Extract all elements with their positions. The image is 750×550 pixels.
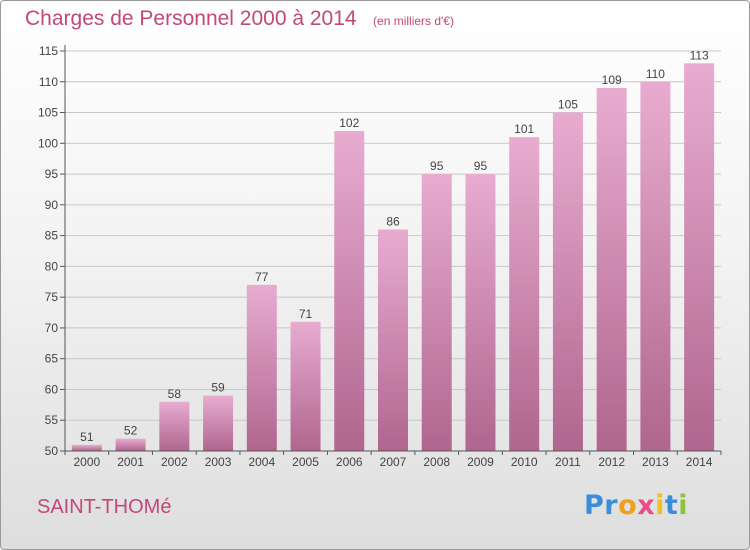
y-tick-label: 85	[45, 229, 59, 243]
x-tick-label: 2002	[161, 455, 188, 469]
y-tick-label: 100	[38, 136, 58, 150]
x-tick-label: 2006	[336, 455, 363, 469]
commune-name: SAINT-THOMé	[37, 496, 172, 518]
bar	[421, 174, 452, 452]
y-tick-label: 70	[45, 321, 59, 335]
x-tick-label: 2008	[423, 455, 450, 469]
bar	[246, 284, 277, 451]
bar	[290, 321, 321, 451]
x-tick-label: 2009	[467, 455, 494, 469]
y-tick-label: 50	[45, 444, 59, 458]
logo-letter: x	[637, 490, 656, 521]
data-label: 58	[168, 387, 182, 401]
x-tick-label: 2012	[598, 455, 625, 469]
y-tick-label: 95	[45, 167, 59, 181]
data-label: 113	[690, 48, 709, 62]
data-label: 51	[80, 430, 94, 444]
x-tick-label: 2005	[292, 455, 319, 469]
x-tick-label: 2007	[380, 455, 407, 469]
data-label: 95	[430, 159, 444, 173]
data-label: 95	[474, 159, 488, 173]
bar	[159, 401, 190, 451]
data-label: 105	[558, 98, 578, 112]
y-tick-label: 55	[45, 413, 59, 427]
y-tick-label: 65	[45, 352, 59, 366]
x-tick-label: 2000	[74, 455, 101, 469]
data-label: 109	[602, 73, 622, 87]
chart-subtitle: (en milliers d'€)	[373, 14, 455, 28]
data-label: 110	[646, 67, 665, 81]
logo-letter: r	[604, 490, 619, 521]
bar	[115, 438, 146, 451]
data-label: 102	[339, 116, 359, 130]
data-label: 86	[386, 214, 400, 228]
bar	[509, 137, 540, 451]
logo-letter: o	[618, 490, 638, 521]
y-tick-label: 115	[39, 44, 58, 58]
bar	[552, 112, 583, 452]
bar	[378, 229, 408, 451]
bar	[334, 131, 365, 451]
bar	[465, 174, 496, 452]
x-tick-label: 2004	[248, 455, 275, 469]
x-tick-label: 2010	[511, 455, 538, 469]
bar	[71, 444, 102, 451]
y-tick-label: 80	[45, 259, 59, 273]
x-tick-label: 2003	[205, 455, 232, 469]
logo-letter: i	[678, 490, 689, 521]
data-label: 59	[211, 381, 225, 395]
bar	[640, 81, 671, 452]
y-tick-label: 90	[45, 198, 59, 212]
x-tick-label: 2001	[117, 455, 144, 469]
x-tick-label: 2011	[555, 455, 581, 469]
y-tick-label: 75	[45, 290, 59, 304]
y-tick-label: 110	[39, 75, 58, 89]
y-tick-label: 60	[45, 382, 59, 396]
bar	[596, 87, 627, 451]
bar	[203, 395, 234, 451]
x-tick-label: 2013	[642, 455, 669, 469]
logo-letter: P	[584, 490, 605, 521]
title-row: Charges de Personnel 2000 à 2014 (en mil…	[25, 7, 454, 31]
data-label: 101	[514, 122, 534, 136]
y-tick-label: 105	[38, 106, 58, 120]
data-label: 71	[299, 307, 313, 321]
proxiti-logo: Proxiti	[584, 490, 688, 521]
chart-title: Charges de Personnel 2000 à 2014	[25, 7, 357, 30]
logo-letter: i	[655, 490, 665, 521]
data-label: 77	[255, 270, 269, 284]
logo-letter: t	[664, 490, 679, 521]
bar	[684, 63, 715, 452]
x-tick-label: 2014	[686, 455, 713, 469]
data-label: 52	[124, 424, 138, 438]
